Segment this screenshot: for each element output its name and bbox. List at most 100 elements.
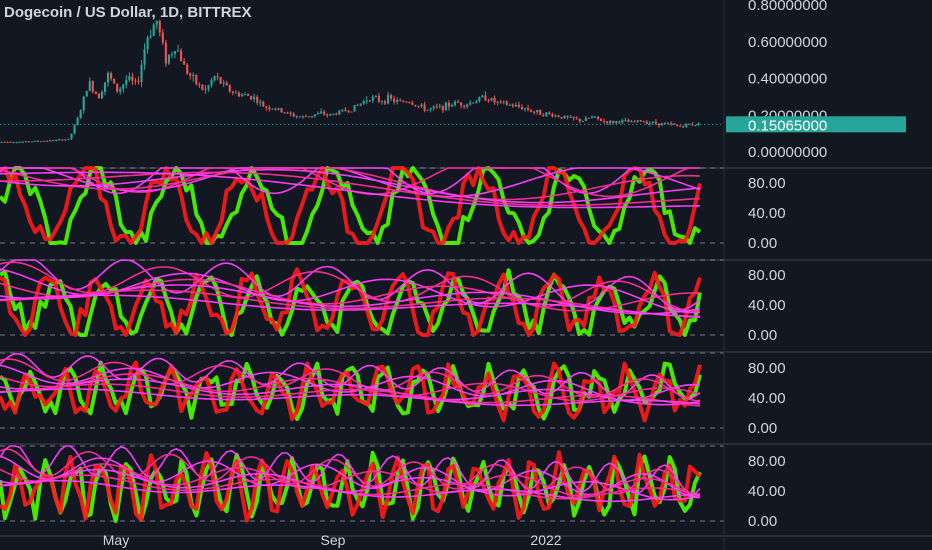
candle-body [590,116,594,119]
candle-body [609,120,612,124]
candle-body [313,114,317,117]
candle-body [557,115,560,117]
candle-body [155,20,158,25]
candle-body [606,121,609,124]
candle-body [636,120,639,122]
oscillator-lines [0,166,702,245]
candle-body [581,120,584,122]
candle-body [502,101,505,103]
candle-body [27,141,30,143]
candle-body [493,98,496,103]
oscillator-lines [0,445,702,523]
candle-body [125,79,128,85]
candle-body [234,92,237,94]
oscillator-smooth-line [0,388,701,407]
oscillator-smooth-line [0,171,701,209]
candle-body [198,84,201,86]
oscillator-smooth-line [0,261,701,313]
oscillator-axis-tick-label: 40.00 [748,483,786,500]
candle-body [484,95,487,101]
candle-body [624,119,627,121]
price-axis-tick-label: 0.00000000 [748,144,827,161]
price-axis-tick-label: 0.60000000 [748,34,827,51]
candle-body [335,113,338,115]
candle-body [79,110,82,118]
candle-body [100,91,104,99]
candle-body [441,105,444,111]
candle-body [627,119,630,123]
candle-body [33,140,37,142]
oscillator-axis-tick-label: 80.00 [748,175,786,192]
oscillator-axis-tick-label: 0.00 [748,513,777,530]
candle-body [347,111,350,113]
candle-body [186,64,189,74]
candle-body [514,104,517,107]
candle-body [533,111,536,113]
candle-body [523,107,527,110]
candle-body [119,88,122,92]
candle-body [575,118,578,120]
candle-body [210,79,213,86]
candle-body [24,141,27,143]
candle-body [213,76,216,80]
candle-body [310,116,314,118]
candle-body [572,116,575,119]
candle-body [596,116,600,119]
candle-body [301,115,304,117]
candle-body [438,105,441,107]
candle-body [682,126,685,128]
candle-body [411,102,414,105]
candle-body [320,111,323,114]
oscillator-axis-tick-label: 80.00 [748,453,786,470]
candle-body [76,117,79,126]
candle-body [618,121,621,123]
oscillator-smooth-line [0,468,701,501]
candle-body [603,121,606,123]
candle-body [122,84,125,89]
candle-body [259,101,262,103]
candle-body [645,121,648,124]
candle-body [116,83,119,92]
oscillator-axis-tick-label: 0.00 [748,420,777,437]
oscillator-smooth-line [0,383,701,407]
candle-body [383,101,387,104]
candle-body [508,104,511,106]
oscillator-axis-tick-label: 0.00 [748,327,777,344]
candle-body [466,104,469,107]
candle-body [82,96,85,111]
candle-body [176,50,180,52]
candle-body [530,109,533,112]
candle-body [70,133,73,139]
candle-body [621,119,624,123]
oscillator-axis-tick-label: 80.00 [748,360,786,377]
price-axis-tick-label: 0.40000000 [748,71,827,88]
candle-body [9,141,12,143]
candle-body [685,123,688,127]
candle-body [447,102,450,107]
candle-body [651,121,654,124]
candle-body [173,51,177,54]
candle-body [207,85,210,90]
candle-body [183,61,186,65]
candle-body [660,123,664,126]
candle-body [85,90,88,97]
candle-body [472,102,475,104]
candle-body [679,125,682,127]
candle-body [192,74,195,76]
candle-body [167,54,170,64]
candle-body [58,139,61,141]
candle-body [307,116,310,118]
candle-body [697,123,700,126]
candle-body [612,120,615,124]
candle-body [356,105,359,107]
candle-body [654,121,657,124]
oscillator-fast-red-line [0,450,702,523]
candle-body [137,80,140,82]
candle-body [526,107,530,110]
candle-body [475,101,478,104]
candle-body [676,124,679,126]
candle-body [256,96,259,103]
candle-body [569,116,572,118]
candle-body [134,80,137,82]
